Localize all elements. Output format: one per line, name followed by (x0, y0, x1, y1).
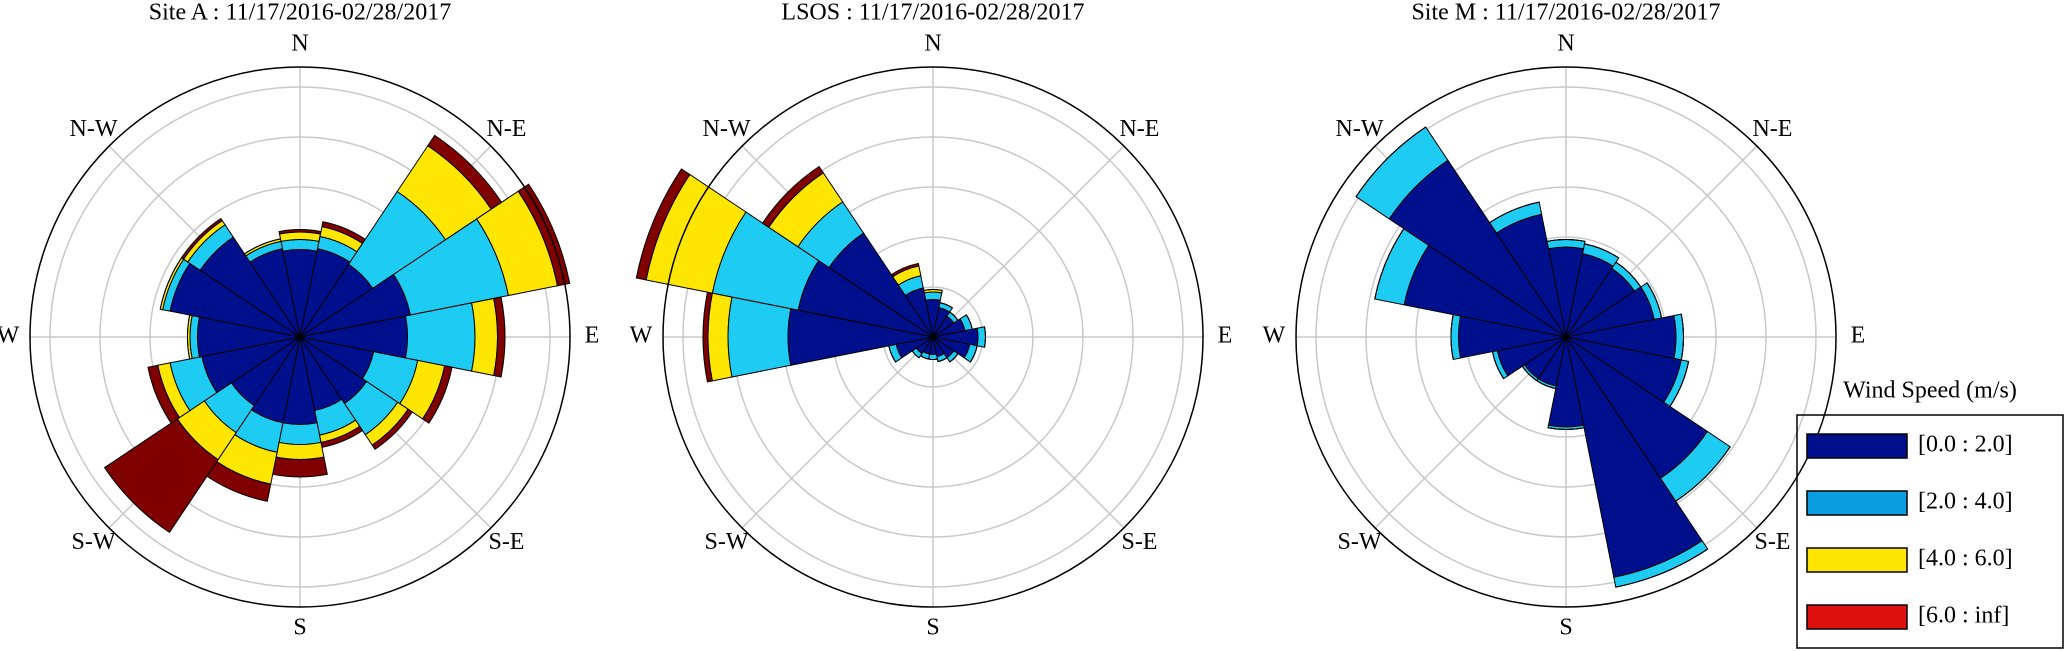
wind-segment (471, 297, 498, 377)
legend-label: [4.0 : 6.0] (1918, 546, 2013, 572)
outer-circle (1295, 66, 1837, 608)
wind-segment (272, 456, 328, 478)
wind-segment (371, 408, 413, 450)
direction-label: S-W (705, 529, 749, 555)
direction-label: S (1559, 615, 1572, 641)
legend-label: [6.0 : inf] (1918, 603, 2009, 629)
legend-title: Wind Speed (m/s) (1843, 378, 2017, 404)
wind-segment (180, 217, 223, 260)
direction-label: N-W (70, 116, 118, 142)
direction-label: N (1557, 31, 1574, 57)
wind-segment (493, 296, 506, 378)
legend-swatch (1806, 604, 1908, 630)
direction-label: E (585, 323, 600, 349)
spoke (932, 336, 1125, 529)
direction-label: S-E (1121, 529, 1157, 555)
legend-label: [0.0 : 2.0] (1918, 432, 2013, 458)
direction-label: N-E (1752, 116, 1792, 142)
legend-label: [2.0 : 4.0] (1918, 489, 2013, 515)
direction-label: W (1263, 323, 1286, 349)
wind-segment (1546, 239, 1586, 242)
direction-label: S-E (488, 529, 524, 555)
legend-swatch (1806, 490, 1908, 516)
chart-title: Site A : 11/17/2016-02/28/2017 (149, 0, 451, 26)
wind-segment (984, 326, 986, 348)
chart-title: Site M : 11/17/2016-02/28/2017 (1411, 0, 1720, 26)
direction-label: S (926, 615, 939, 641)
wind-segment (280, 239, 320, 252)
direction-label: W (0, 323, 20, 349)
direction-label: S (293, 615, 306, 641)
legend-box (1796, 414, 2064, 649)
outer-circle (29, 66, 571, 608)
direction-label: N (924, 31, 941, 57)
direction-label: E (1218, 323, 1233, 349)
wind-segment (707, 292, 733, 382)
direction-label: N-E (486, 116, 526, 142)
outer-circle (662, 66, 1204, 608)
wind-segment (517, 183, 571, 287)
wind-segment (1615, 548, 1708, 588)
direction-label: S-E (1754, 529, 1790, 555)
direction-label: N-W (703, 116, 751, 142)
legend-swatch (1806, 433, 1908, 459)
wind-segment (761, 165, 824, 228)
wind-segment (103, 418, 219, 534)
spoke (932, 145, 1125, 338)
direction-label: W (630, 323, 653, 349)
spoke (741, 336, 934, 529)
wind-segment (727, 296, 792, 378)
direction-label: S-W (1338, 529, 1382, 555)
wind-segment (890, 262, 920, 278)
wind-segment (923, 291, 943, 301)
direction-label: N-W (1336, 116, 1384, 142)
direction-label: E (1851, 323, 1866, 349)
wind-segment (147, 364, 181, 424)
direction-label: S-W (72, 529, 116, 555)
chart-title: LSOS : 11/17/2016-02/28/2017 (781, 0, 1084, 26)
wind-segment (278, 422, 322, 445)
direction-label: N-E (1119, 116, 1159, 142)
direction-label: N (291, 31, 308, 57)
wind-segment (976, 326, 986, 348)
wind-segment (275, 441, 325, 460)
legend-swatch (1806, 547, 1908, 573)
wind-segment (421, 365, 453, 424)
wind-segment (635, 168, 691, 281)
